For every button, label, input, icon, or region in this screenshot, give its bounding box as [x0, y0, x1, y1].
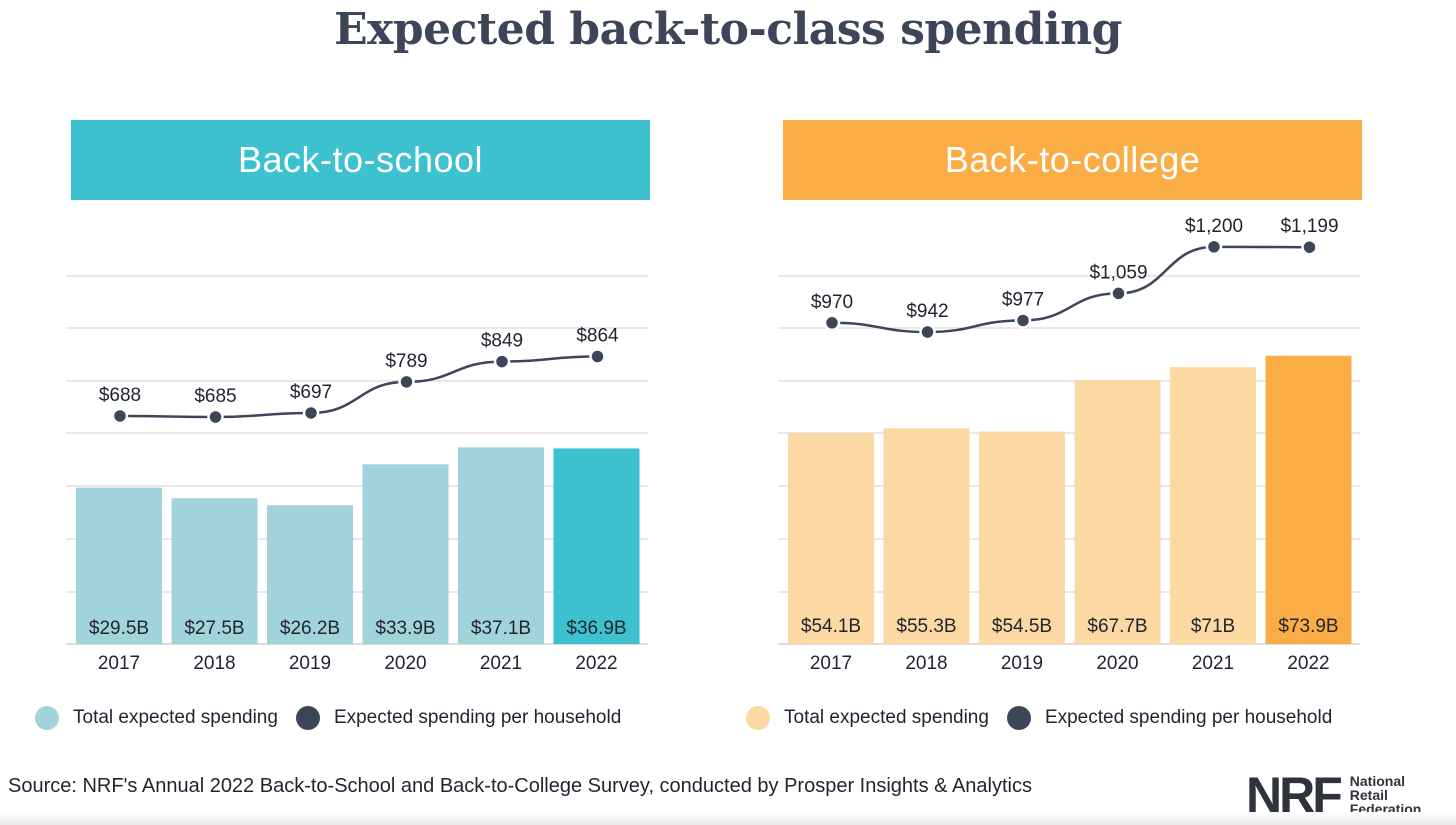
back-to-school-header: Back-to-school: [71, 120, 650, 200]
household-line: [831, 245, 1310, 334]
charts-canvas: $29.5B $27.5B $26.2B $33.9B $37.1B $36.9B 2017…: [66, 216, 1360, 674]
bar-value-label: $33.9B: [375, 618, 435, 639]
nrf-logo-text: National Retail Federation: [1350, 774, 1422, 816]
bar: [267, 505, 353, 644]
bar-value-label: $67.7B: [1087, 616, 1147, 637]
category-tick-label: 2021: [480, 653, 522, 674]
category-tick-label: 2019: [1001, 653, 1043, 674]
category-tick-label: 2022: [575, 653, 617, 674]
household-point: [919, 323, 936, 341]
bar-value-label: $29.5B: [89, 618, 149, 639]
category-tick-label: 2020: [384, 653, 426, 674]
household-point: [589, 348, 606, 365]
household-point: [1110, 285, 1127, 302]
household-point: [493, 353, 511, 370]
legend-item-total: Total expected spending: [35, 706, 278, 730]
household-value-label: $970: [811, 292, 853, 313]
bar: [458, 447, 544, 644]
household-value-label: $1,199: [1280, 216, 1338, 237]
school-legend: Total expected spending Expected spendin…: [35, 706, 639, 730]
bar: [362, 464, 449, 644]
category-tick-label: 2018: [905, 653, 947, 674]
legend-household-label: Expected spending per household: [1044, 707, 1333, 728]
household-line: [119, 355, 598, 419]
category-tick-label: 2017: [810, 653, 852, 674]
household-point: [1014, 312, 1032, 329]
legend-total-label: Total expected spending: [784, 707, 989, 728]
legend-item-household: Expected spending per household: [295, 706, 622, 730]
legend-total-label: Total expected spending: [73, 707, 278, 728]
category-tick-label: 2022: [1287, 653, 1329, 674]
bar: [1265, 355, 1352, 644]
household-value-label: $1,059: [1089, 262, 1147, 283]
household-value-label: $697: [290, 382, 332, 403]
bar-value-label: $27.5B: [184, 618, 244, 639]
college-legend: Total expected spending Expected spendin…: [746, 706, 1350, 730]
bar-value-label: $54.1B: [801, 616, 861, 637]
household-value-label: $685: [194, 386, 236, 407]
household-value-label: $688: [99, 385, 141, 406]
household-point: [398, 373, 415, 391]
household-point: [111, 407, 129, 425]
bar-value-label: $54.5B: [992, 616, 1052, 637]
household-point: [302, 404, 320, 422]
bar: [1170, 367, 1256, 644]
household-value-label: $942: [906, 301, 948, 322]
legend-item-household: Expected spending per household: [1006, 706, 1333, 730]
source-note: Source: NRF's Annual 2022 Back-to-School…: [8, 775, 1032, 797]
household-value-label: $1,200: [1185, 216, 1243, 237]
category-tick-label: 2017: [98, 653, 140, 674]
legend-household-swatch: [1006, 706, 1031, 730]
bar: [76, 487, 162, 644]
bar-value-label: $37.1B: [471, 618, 531, 639]
bar: [788, 433, 874, 644]
bar: [1074, 379, 1161, 644]
bar-value-label: $73.9B: [1278, 616, 1338, 637]
household-value-label: $977: [1002, 289, 1044, 310]
household-point: [823, 314, 841, 332]
bar: [883, 428, 970, 644]
bottom-fade: [0, 812, 1456, 825]
legend-household-swatch: [295, 706, 320, 730]
bar: [979, 431, 1065, 644]
legend-total-swatch: [35, 706, 59, 730]
page-title: Expected back-to-class spending: [334, 4, 1122, 55]
bar: [171, 498, 258, 644]
household-point: [207, 408, 224, 426]
household-value-label: $864: [576, 325, 619, 346]
nrf-logo-line: Retail: [1349, 787, 1388, 803]
bar: [553, 448, 640, 644]
category-tick-label: 2018: [193, 653, 235, 674]
nrf-logo-mark: NRF: [1246, 767, 1343, 823]
category-tick-label: 2021: [1192, 653, 1234, 674]
household-point: [1301, 238, 1318, 256]
household-value-label: $789: [385, 351, 427, 372]
bar-value-label: $71B: [1191, 616, 1235, 637]
legend-total-swatch: [746, 706, 770, 730]
household-value-label: $849: [481, 331, 523, 352]
bar-value-label: $55.3B: [896, 616, 956, 637]
legend-household-label: Expected spending per household: [333, 707, 622, 728]
legend-item-total: Total expected spending: [746, 706, 989, 730]
bar-value-label: $36.9B: [566, 618, 626, 639]
nrf-logo-line: National: [1349, 773, 1405, 789]
back-to-college-header: Back-to-college: [783, 120, 1362, 200]
category-tick-label: 2020: [1096, 653, 1138, 674]
bar-value-label: $26.2B: [280, 618, 340, 639]
household-point: [1205, 238, 1223, 256]
category-tick-label: 2019: [289, 653, 331, 674]
